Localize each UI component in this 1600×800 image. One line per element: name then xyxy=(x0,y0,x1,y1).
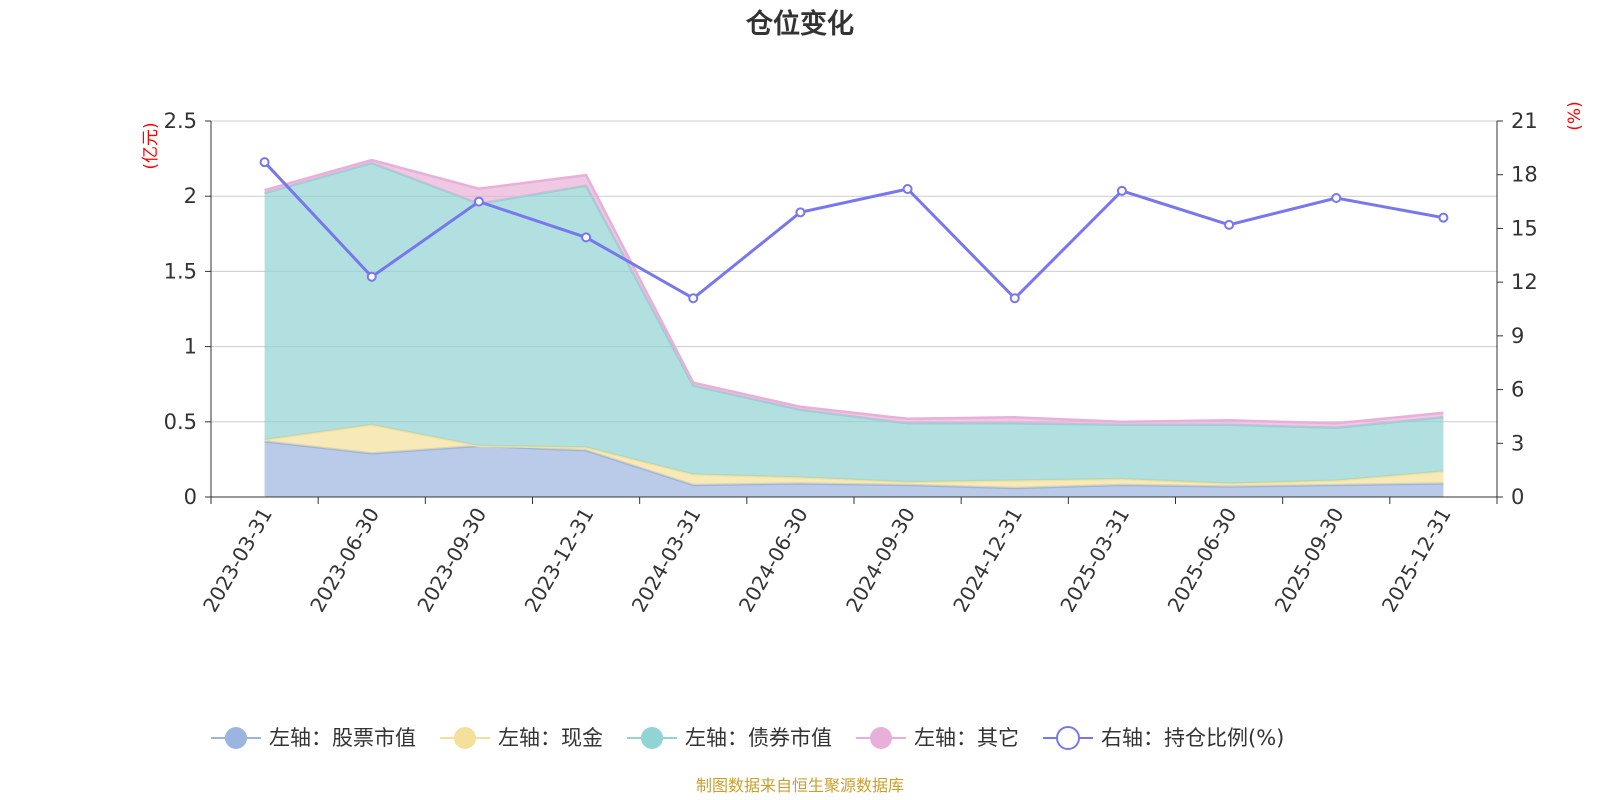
legend-item-2: 左轴：现金 xyxy=(440,726,603,750)
area-series-1 xyxy=(264,441,1444,497)
x-axis-label: 2024-09-30 xyxy=(841,503,920,616)
x-axis-label: 2024-03-31 xyxy=(627,504,706,617)
legend-swatch-marker xyxy=(870,727,892,749)
legend-swatch-marker xyxy=(454,727,476,749)
legend-label: 左轴：股票市值 xyxy=(269,726,416,750)
legend-label: 右轴：持仓比例(%) xyxy=(1101,726,1284,750)
right-axis-tick-label: 12 xyxy=(1511,270,1538,294)
area-series-3 xyxy=(264,163,1444,484)
x-axis-label: 2024-06-30 xyxy=(734,504,813,617)
ratio-line-point xyxy=(1009,293,1020,304)
x-axis-label: 2023-06-30 xyxy=(305,504,384,617)
ratio-line-point xyxy=(1438,212,1449,223)
position-ratio-line xyxy=(259,157,1449,304)
right-axis-tick-label: 15 xyxy=(1511,216,1538,240)
right-axis-tick-label: 9 xyxy=(1511,324,1524,348)
x-axis-label: 2025-12-31 xyxy=(1377,504,1456,617)
x-axis-label: 2025-09-30 xyxy=(1270,504,1349,617)
left-axis-tick-label: 2.5 xyxy=(164,109,197,133)
ratio-line-point xyxy=(902,184,913,195)
legend-swatch-marker xyxy=(641,727,663,749)
ratio-line-path xyxy=(263,161,1444,301)
ratio-line-point xyxy=(1116,185,1127,196)
left-axis-tick-label: 0 xyxy=(184,485,197,509)
right-axis-tick-label: 3 xyxy=(1511,431,1524,455)
ratio-line-point xyxy=(259,157,270,168)
x-axis-label: 2025-06-30 xyxy=(1163,504,1242,617)
x-axis-label: 2023-03-31 xyxy=(198,504,277,617)
source-note: 制图数据来自恒生聚源数据库 xyxy=(696,776,904,795)
left-axis-unit: (亿元) xyxy=(141,122,161,169)
x-axis-label: 2023-12-31 xyxy=(520,504,599,617)
ratio-line-point xyxy=(366,271,377,282)
left-axis-tick-label: 0.5 xyxy=(164,410,197,434)
right-axis-tick-label: 18 xyxy=(1511,163,1538,187)
legend-item-4: 左轴：其它 xyxy=(856,726,1019,750)
left-axis-tick-label: 1.5 xyxy=(164,259,197,283)
legend-swatch-marker xyxy=(1056,726,1080,750)
legend-swatch-marker xyxy=(225,727,247,749)
ratio-line-point xyxy=(1224,219,1235,230)
right-axis-tick-label: 6 xyxy=(1511,378,1524,402)
left-axis-tick-label: 2 xyxy=(184,184,197,208)
right-axis-tick-label: 0 xyxy=(1511,485,1524,509)
area-series-edge-2 xyxy=(264,423,1444,485)
ratio-line-point xyxy=(1331,192,1342,203)
right-axis-tick-label: 21 xyxy=(1511,109,1538,133)
area-series-edge-4 xyxy=(264,158,1444,425)
legend-item-3: 左轴：债券市值 xyxy=(627,726,832,750)
x-axis-label: 2025-03-31 xyxy=(1055,504,1134,617)
right-axis-unit: (%) xyxy=(1565,101,1585,130)
x-axis-label: 2023-09-30 xyxy=(412,503,491,616)
legend-label: 左轴：现金 xyxy=(498,726,603,750)
chart-title: 仓位变化 xyxy=(745,8,854,40)
ratio-line-point xyxy=(795,207,806,218)
ratio-line-point xyxy=(688,293,699,304)
x-axis-label: 2024-12-31 xyxy=(948,504,1027,617)
legend-item-1: 左轴：股票市值 xyxy=(211,726,416,750)
legend-label: 左轴：其它 xyxy=(914,726,1019,750)
legend: 左轴：股票市值 左轴：现金 左轴：债券市值 左轴：其它 右轴：持仓比例(%) xyxy=(211,726,1284,750)
stacked-areas xyxy=(264,158,1444,497)
legend-label: 左轴：债券市值 xyxy=(685,726,832,750)
legend-item-5: 右轴：持仓比例(%) xyxy=(1043,726,1284,750)
ratio-line-point xyxy=(581,232,592,243)
left-axis-tick-label: 1 xyxy=(184,335,197,359)
ratio-line-point xyxy=(473,196,484,207)
